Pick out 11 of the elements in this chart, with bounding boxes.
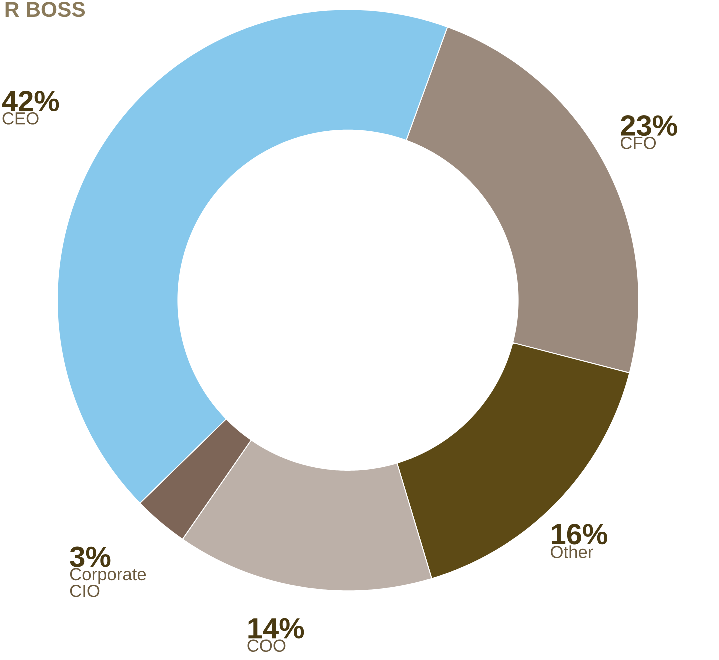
slice-label: CEO [2, 112, 39, 125]
slice-label: CFO [621, 137, 656, 150]
chart-title: R BOSS [6, 2, 86, 18]
data-label: 23% [621, 116, 678, 136]
slice-label: COO [248, 640, 286, 652]
data-label: 3% [70, 546, 111, 568]
slice-label: Corporate CIO [70, 568, 146, 598]
slice-label: Other [551, 546, 594, 558]
data-label: 42% [2, 91, 60, 112]
data-label: 16% [552, 524, 608, 545]
data-label: 14% [248, 618, 304, 639]
